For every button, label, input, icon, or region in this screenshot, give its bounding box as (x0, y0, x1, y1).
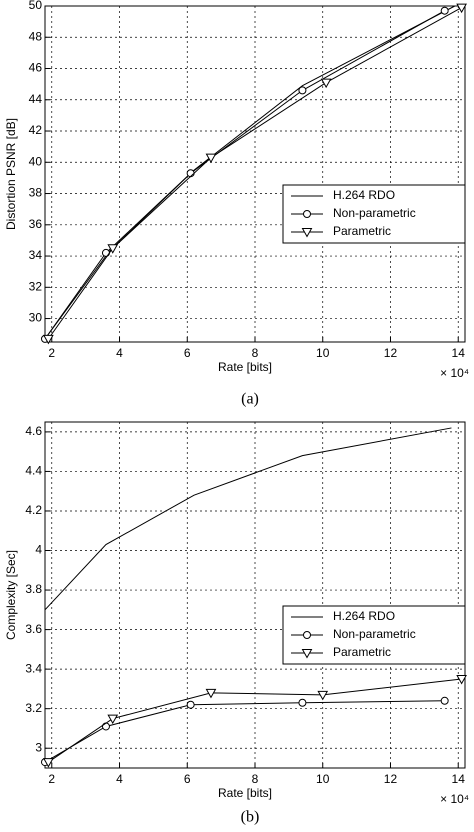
legend-label: Non-parametric (333, 627, 416, 641)
y-tick-label: 4.4 (25, 464, 42, 478)
y-tick-label: 30 (29, 311, 43, 325)
x-axis-label: Rate [bits] (218, 786, 272, 800)
y-axis-label: Distortion PSNR [dB] (4, 118, 18, 230)
y-tick-label: 4.6 (25, 424, 42, 438)
x-scale-label: × 10⁴ (440, 792, 469, 806)
legend-marker (303, 210, 311, 218)
x-tick-label: 10 (316, 346, 330, 360)
marker (43, 758, 54, 768)
y-tick-label: 4.2 (25, 503, 42, 517)
marker (456, 675, 467, 685)
marker (320, 78, 332, 89)
marker (456, 3, 467, 14)
y-tick-label: 36 (29, 217, 43, 231)
marker (43, 334, 54, 345)
y-tick-label: 3.8 (25, 582, 42, 596)
x-tick-label: 10 (316, 772, 330, 786)
y-tick-label: 3.4 (25, 661, 42, 675)
x-tick-label: 8 (252, 346, 259, 360)
marker (440, 6, 449, 15)
y-tick-label: 38 (29, 186, 43, 200)
marker (107, 714, 119, 725)
legend-label: Parametric (333, 645, 391, 659)
plot-frame (44, 5, 466, 343)
x-tick-label: 12 (384, 772, 398, 786)
y-tick-label: 32 (29, 279, 43, 293)
y-tick-label: 46 (29, 61, 43, 75)
x-tick-label: 2 (48, 346, 55, 360)
marker (186, 700, 195, 709)
marker (298, 698, 307, 707)
y-tick-label: 34 (29, 248, 43, 262)
series-line (44, 5, 456, 340)
legend-label: H.264 RDO (333, 609, 395, 623)
series-line (44, 10, 445, 340)
x-axis-label: Rate [bits] (218, 360, 272, 374)
x-tick-label: 6 (184, 346, 191, 360)
series-line (44, 427, 452, 611)
y-axis-label: Complexity [Sec] (4, 550, 18, 640)
plot-frame (44, 421, 466, 769)
x-tick-label: 12 (384, 346, 398, 360)
marker (440, 696, 449, 705)
legend-marker (301, 649, 313, 659)
y-tick-label: 40 (29, 154, 43, 168)
legend-marker (301, 228, 313, 238)
y-tick-label: 44 (29, 92, 43, 106)
y-tick-label: 42 (29, 123, 43, 137)
marker (107, 244, 119, 254)
y-tick-label: 3.2 (25, 701, 42, 715)
series-line (48, 678, 462, 763)
y-tick-label: 50 (29, 0, 43, 12)
caption: (a) (241, 391, 259, 408)
y-tick-label: 3 (35, 740, 42, 754)
series-line (44, 700, 445, 763)
legend-label: H.264 RDO (333, 188, 395, 202)
marker (205, 688, 217, 699)
marker (101, 722, 110, 731)
x-tick-label: 4 (116, 346, 123, 360)
legend-marker (303, 631, 311, 639)
marker (205, 153, 217, 164)
legend-label: Non-parametric (333, 206, 416, 220)
x-tick-label: 6 (184, 772, 191, 786)
y-tick-label: 3.6 (25, 622, 42, 636)
x-scale-label: × 10⁴ (440, 366, 469, 380)
x-tick-label: 4 (116, 772, 123, 786)
y-tick-label: 48 (29, 29, 43, 43)
x-tick-label: 14 (452, 772, 466, 786)
marker (298, 86, 307, 95)
x-tick-label: 8 (252, 772, 259, 786)
x-tick-label: 14 (452, 346, 466, 360)
y-tick-label: 4 (35, 543, 42, 557)
marker (317, 690, 329, 701)
caption: (b) (241, 809, 260, 826)
x-tick-label: 2 (48, 772, 55, 786)
marker (101, 248, 110, 257)
legend-label: Parametric (333, 224, 391, 238)
